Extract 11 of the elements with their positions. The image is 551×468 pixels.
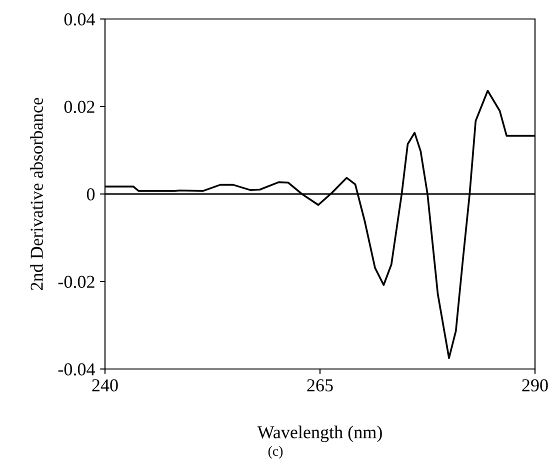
y-tick-label: 0.02 — [64, 100, 94, 114]
y-tick-label: 0 — [86, 188, 95, 200]
text: (c) — [268, 446, 283, 459]
y-tick-label: 0.04 — [64, 13, 95, 26]
y-axis-title: 2nd Derivative absorbance — [30, 98, 43, 290]
x-axis-title: Wavelength (nm) — [257, 426, 382, 442]
y-tick-label: -0.04 — [58, 363, 95, 376]
x-tick-label: 290 — [522, 379, 548, 392]
x-tick-label: 240 — [92, 379, 118, 392]
x-tick-label: 265 — [307, 379, 333, 392]
y-tick-label: -0.02 — [58, 276, 94, 288]
